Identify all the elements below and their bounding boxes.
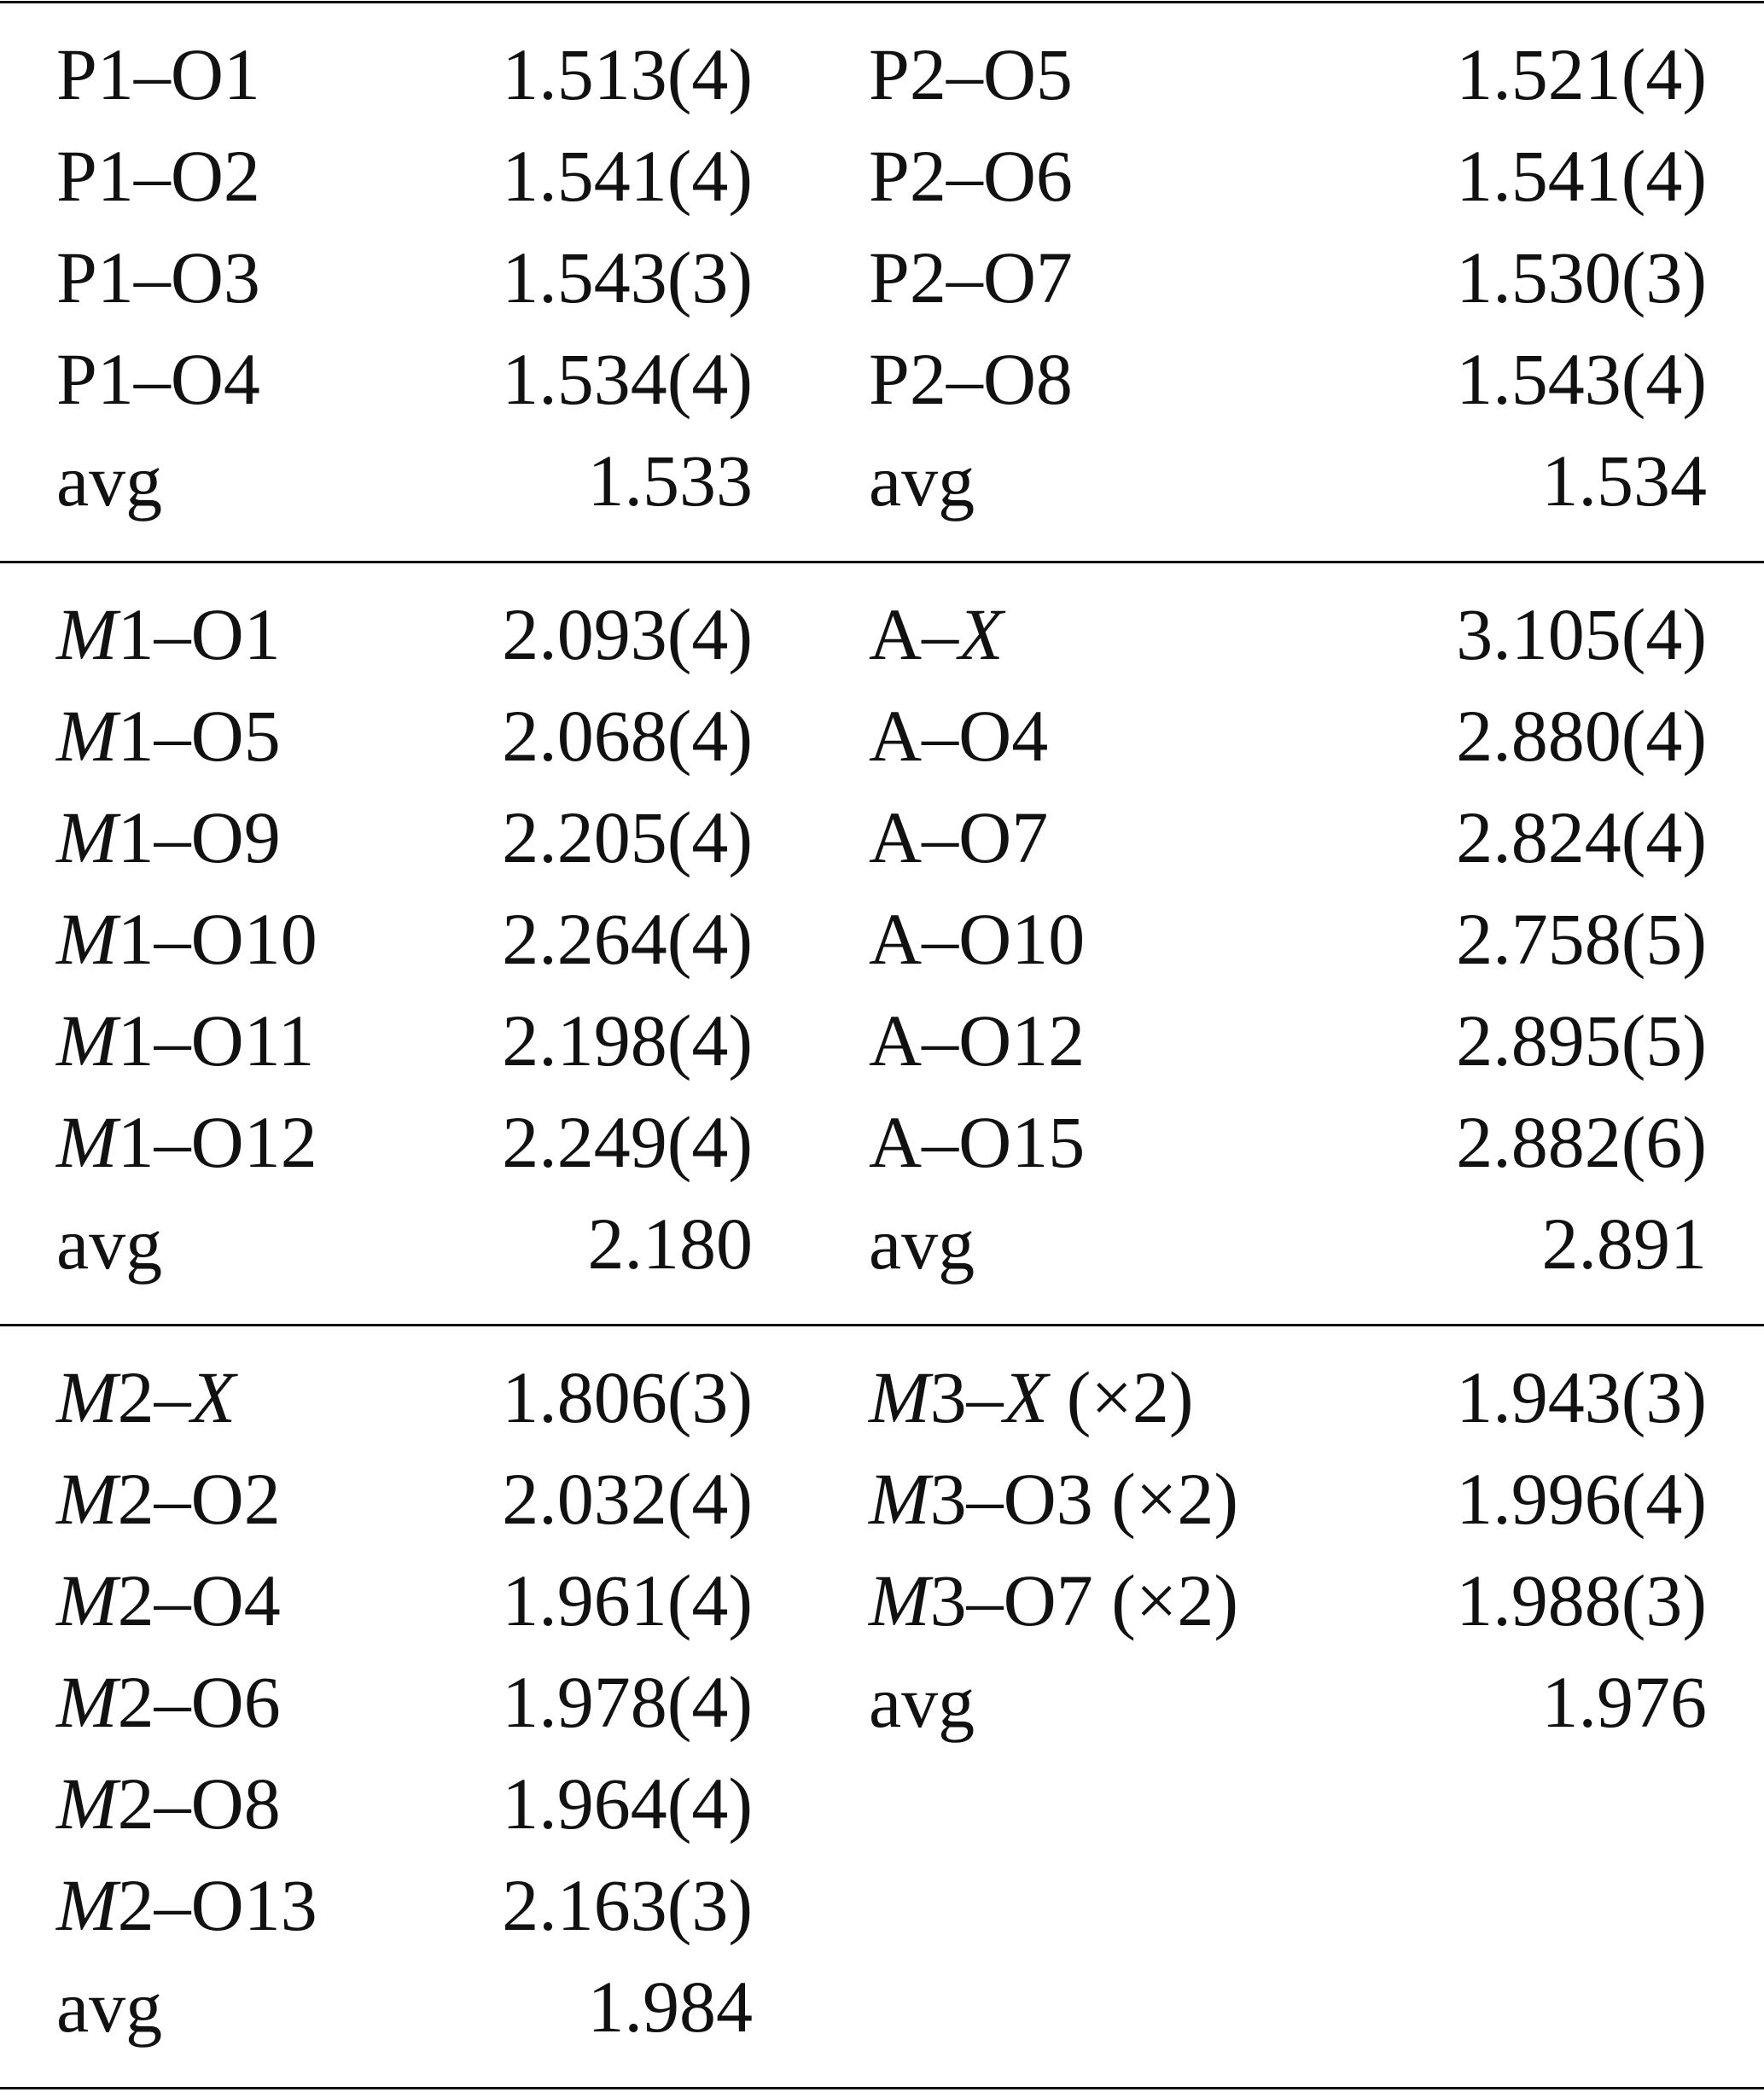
bond-label: P1–O1 (56, 33, 260, 115)
rule (0, 1, 1764, 3)
bond-label: A–O7 (869, 796, 1049, 878)
bond-label: M3–X (×2) (869, 1356, 1194, 1438)
rule (0, 1324, 1764, 1326)
bond-length: 2.264(4) (502, 898, 753, 980)
bond-length: 1.964(4) (502, 1763, 753, 1844)
bond-label: avg (56, 1966, 163, 2048)
bond-label: A–O10 (869, 898, 1086, 980)
bond-label: M2–O6 (56, 1661, 281, 1743)
bond-label: avg (56, 440, 163, 522)
bond-label: A–O4 (869, 695, 1049, 777)
bond-label: avg (869, 440, 975, 522)
bond-length: 2.880(4) (1456, 695, 1707, 777)
bond-length: 1.543(3) (502, 236, 753, 318)
bond-length: 2.205(4) (502, 796, 753, 878)
bond-length: 2.198(4) (502, 999, 753, 1081)
rule (0, 2087, 1764, 2089)
bond-label: P2–O8 (869, 338, 1073, 420)
bond-length: 2.824(4) (1456, 796, 1707, 878)
bond-label: M2–O2 (56, 1458, 281, 1540)
bond-length: 2.068(4) (502, 695, 753, 777)
bond-length: 2.032(4) (502, 1458, 753, 1540)
bond-label: M1–O9 (56, 796, 281, 878)
bond-label: A–O15 (869, 1101, 1086, 1183)
bond-length: 1.533 (587, 440, 754, 522)
bond-length: 1.978(4) (502, 1661, 753, 1743)
bond-label: avg (56, 1203, 163, 1285)
bond-length: 1.976 (1541, 1661, 1708, 1743)
bond-label: M1–O11 (56, 999, 315, 1081)
bond-length: 1.806(3) (502, 1356, 753, 1438)
rule (0, 561, 1764, 563)
bond-label: A–X (869, 593, 1004, 675)
bond-length: 1.543(4) (1456, 338, 1707, 420)
bond-length: 2.093(4) (502, 593, 753, 675)
bond-label: M2–X (56, 1356, 236, 1438)
bond-label: P1–O2 (56, 135, 260, 217)
bond-label: M3–O3 (×2) (869, 1458, 1239, 1540)
bond-length: 1.534(4) (502, 338, 753, 420)
bond-length: 1.530(3) (1456, 236, 1707, 318)
bond-length: 1.513(4) (502, 33, 753, 115)
bond-label: M2–O4 (56, 1559, 281, 1641)
bond-label: avg (869, 1203, 975, 1285)
bond-length: 1.988(3) (1456, 1559, 1707, 1641)
bond-length: 2.249(4) (502, 1101, 753, 1183)
bond-length: 2.163(3) (502, 1864, 753, 1946)
bond-label: P2–O5 (869, 33, 1073, 115)
bond-length: 2.758(5) (1456, 898, 1707, 980)
bond-label: P1–O3 (56, 236, 260, 318)
bond-length: 3.105(4) (1456, 593, 1707, 675)
bond-length: 1.521(4) (1456, 33, 1707, 115)
bond-length: 1.984 (587, 1966, 754, 2048)
bond-label: M1–O12 (56, 1101, 317, 1183)
bond-label: M1–O1 (56, 593, 281, 675)
bond-length: 1.996(4) (1456, 1458, 1707, 1540)
bond-length: 1.961(4) (502, 1559, 753, 1641)
bond-length: 1.541(4) (502, 135, 753, 217)
bond-length: 2.180 (587, 1203, 754, 1285)
bond-length: 1.534 (1541, 440, 1708, 522)
bond-length: 2.895(5) (1456, 999, 1707, 1081)
bond-length: 2.891 (1541, 1203, 1708, 1285)
bond-length: 1.943(3) (1456, 1356, 1707, 1438)
bond-length: 1.541(4) (1456, 135, 1707, 217)
bond-label: M1–O10 (56, 898, 317, 980)
bond-label: P1–O4 (56, 338, 260, 420)
bond-label: A–O12 (869, 999, 1086, 1081)
bond-length: 2.882(6) (1456, 1101, 1707, 1183)
bond-label: M1–O5 (56, 695, 281, 777)
bond-label: P2–O7 (869, 236, 1073, 318)
bond-label: P2–O6 (869, 135, 1073, 217)
bond-label: M2–O8 (56, 1763, 281, 1844)
bond-label: avg (869, 1661, 975, 1743)
bond-label: M3–O7 (×2) (869, 1559, 1239, 1641)
bond-label: M2–O13 (56, 1864, 317, 1946)
